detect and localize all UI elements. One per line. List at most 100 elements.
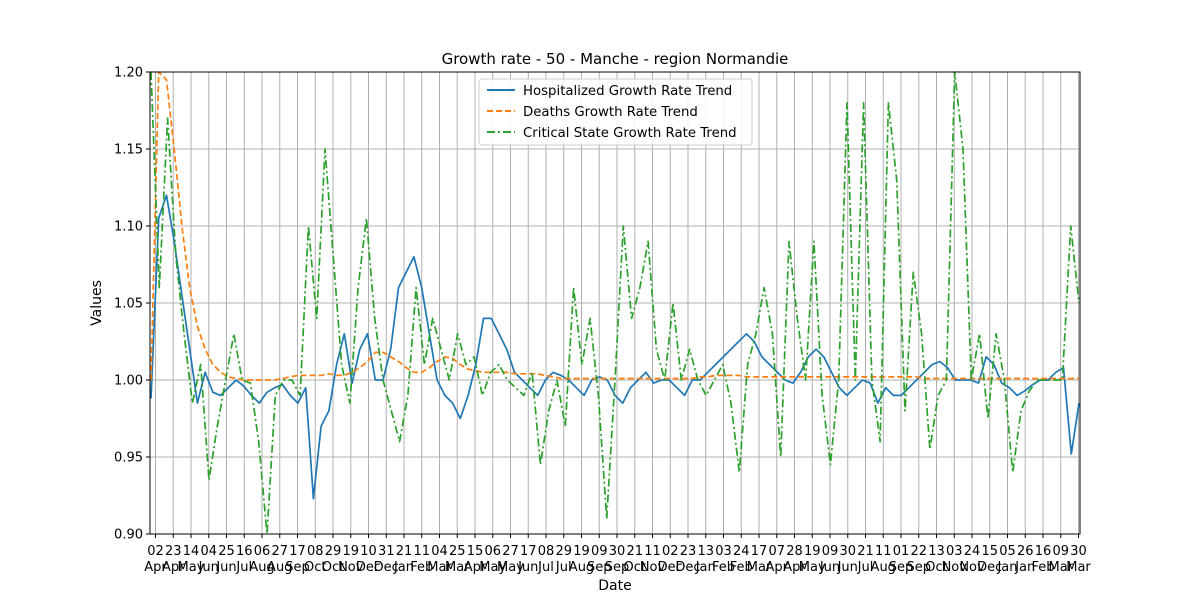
- x-tick-label-day: 15: [467, 544, 484, 559]
- x-tick-label-day: 27: [271, 544, 288, 559]
- x-tick-label-day: 04: [431, 544, 448, 559]
- x-tick-label-month: Apr: [464, 560, 487, 575]
- x-tick-label-month: Jul: [555, 560, 572, 575]
- x-tick-label-month: Sep: [889, 560, 914, 575]
- x-tick-label-day: 11: [644, 544, 661, 559]
- x-tick-label-month: Feb: [730, 560, 753, 575]
- x-tick-label-month: Jan: [996, 560, 1017, 575]
- x-tick-label-month: Feb: [712, 560, 735, 575]
- x-tick-label-day: 03: [715, 544, 732, 559]
- x-tick-label-day: 24: [733, 544, 750, 559]
- legend-label-deaths: Deaths Growth Rate Trend: [523, 105, 698, 120]
- x-tick-label-day: 10: [360, 544, 377, 559]
- legend: Hospitalized Growth Rate Trend Deaths Gr…: [478, 78, 753, 146]
- y-tick-label: 1.00: [114, 374, 143, 389]
- x-tick-label-month: Dec: [977, 560, 1002, 575]
- x-tick-label-day: 30: [609, 544, 626, 559]
- x-tick-label-month: Nov: [338, 560, 364, 575]
- x-tick-label-month: May: [799, 560, 826, 575]
- x-tick-label-month: Oct: [304, 560, 326, 575]
- x-tick-label-month: Jul: [235, 560, 252, 575]
- x-tick-label-month: Aug: [249, 560, 274, 575]
- x-tick-label-day: 17: [751, 544, 768, 559]
- x-tick-label-day: 11: [413, 544, 430, 559]
- x-tick-label-day: 06: [254, 544, 271, 559]
- x-axis-label: Date: [598, 578, 631, 594]
- x-tick-label-day: 02: [662, 544, 679, 559]
- x-tick-label-day: 28: [786, 544, 803, 559]
- x-tick-label-month: Apr: [783, 560, 806, 575]
- x-tick-label-day: 09: [1052, 544, 1069, 559]
- x-tick-label-month: Dec: [356, 560, 381, 575]
- x-tick-label-month: Jun: [517, 560, 538, 575]
- y-axis-label: Values: [89, 280, 105, 326]
- x-tick-label-day: 05: [999, 544, 1016, 559]
- x-tick-label-month: Jan: [695, 560, 716, 575]
- x-tick-label-month: Mar: [1048, 560, 1073, 575]
- x-tick-label-day: 25: [449, 544, 466, 559]
- x-tick-label-month: Apr: [162, 560, 185, 575]
- x-tick-label-day: 19: [573, 544, 590, 559]
- x-tick-label-day: 30: [1070, 544, 1087, 559]
- x-tick-label-day: 31: [378, 544, 395, 559]
- x-tick-label-day: 22: [910, 544, 927, 559]
- x-tick-label-day: 07: [768, 544, 785, 559]
- x-tick-label-month: Nov: [640, 560, 666, 575]
- x-tick-label-month: Mar: [445, 560, 470, 575]
- x-tick-label-day: 06: [484, 544, 501, 559]
- x-tick-label-month: Nov: [942, 560, 968, 575]
- x-tick-label-day: 26: [1017, 544, 1034, 559]
- x-tick-label-day: 29: [555, 544, 572, 559]
- x-tick-label-month: Sep: [285, 560, 310, 575]
- x-tick-label-month: Jul: [857, 560, 874, 575]
- x-tick-label-day: 09: [822, 544, 839, 559]
- x-tick-label-month: Dec: [675, 560, 700, 575]
- x-tick-label-month: Aug: [871, 560, 896, 575]
- x-tick-label-month: Mar: [427, 560, 452, 575]
- x-tick-label-day: 29: [325, 544, 342, 559]
- x-tick-label-day: 25: [218, 544, 235, 559]
- x-tick-label-day: 27: [502, 544, 519, 559]
- x-tick-label-day: 24: [964, 544, 981, 559]
- y-tick-label: 1.10: [114, 220, 143, 235]
- series-lines: [150, 71, 1080, 535]
- y-tick-label: 0.95: [114, 451, 143, 466]
- x-tick-label-day: 17: [289, 544, 306, 559]
- x-tick-label-month: Aug: [569, 560, 594, 575]
- x-tick-label-month: Jul: [537, 560, 554, 575]
- x-tick-label-month: Apr: [144, 560, 167, 575]
- x-tick-label-day: 16: [1035, 544, 1052, 559]
- x-tick-label-day: 02: [147, 544, 164, 559]
- x-tick-label-day: 17: [520, 544, 537, 559]
- y-tick-label: 1.15: [114, 143, 143, 158]
- x-tick-label-month: Mar: [1066, 560, 1091, 575]
- legend-label-hospitalized: Hospitalized Growth Rate Trend: [523, 84, 732, 99]
- x-tick-label-month: Jun: [837, 560, 858, 575]
- x-tick-label-day: 21: [857, 544, 874, 559]
- x-tick-label-day: 01: [893, 544, 910, 559]
- legend-box: [478, 78, 753, 146]
- x-tick-label-month: May: [497, 560, 524, 575]
- x-tick-label-month: Apr: [766, 560, 789, 575]
- x-tick-label-month: Jun: [215, 560, 236, 575]
- chart-title: Growth rate - 50 - Manche - region Norma…: [442, 50, 789, 68]
- x-tick-label-month: Jan: [1014, 560, 1035, 575]
- y-tick-label: 0.90: [114, 528, 143, 543]
- x-tick-label-day: 23: [165, 544, 182, 559]
- critical-state-series-line: [150, 71, 1080, 535]
- x-tick-label-day: 03: [946, 544, 963, 559]
- x-tick-label-day: 21: [626, 544, 643, 559]
- x-tick-label-day: 13: [928, 544, 945, 559]
- x-tick-label-day: 16: [236, 544, 253, 559]
- x-tick-label-month: Feb: [410, 560, 433, 575]
- x-tick-label-day: 15: [981, 544, 998, 559]
- x-tick-label-month: Nov: [959, 560, 985, 575]
- x-tick-label-month: Oct: [322, 560, 344, 575]
- x-tick-label-day: 04: [200, 544, 217, 559]
- y-tick-label: 1.05: [114, 297, 143, 312]
- x-tick-label-day: 13: [697, 544, 714, 559]
- x-tick-label-day: 09: [591, 544, 608, 559]
- x-tick-label-day: 11: [875, 544, 892, 559]
- x-axis-ticks: 02Apr23Apr14May04Jun25Jun16Jul06Aug27Aug…: [144, 534, 1091, 575]
